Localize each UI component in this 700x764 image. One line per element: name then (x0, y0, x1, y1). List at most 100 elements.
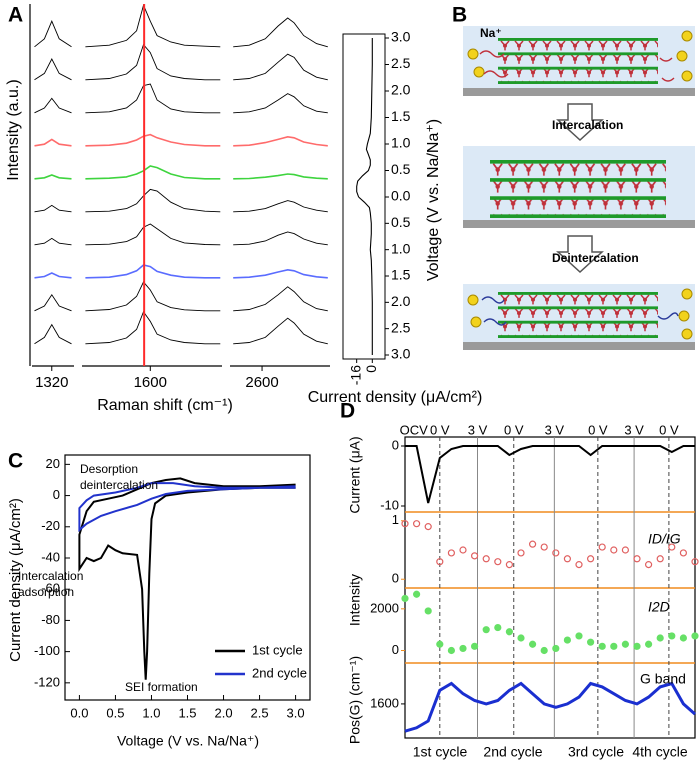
step-label: Deintercalation (552, 251, 639, 265)
y-tick-label: -100 (34, 643, 60, 658)
scatter-point (471, 642, 479, 650)
series-label: ID/IG (648, 531, 681, 547)
y-tick-label: 2.5 (391, 55, 411, 71)
x-tick-label: 0 (363, 365, 379, 373)
series-line (404, 681, 696, 733)
y-tick-label: 2.0 (391, 82, 411, 98)
y-tick-label: 0 (392, 437, 399, 452)
spectrum (34, 83, 328, 114)
spectrum (34, 223, 328, 246)
scatter-point (494, 623, 502, 632)
scatter-point (424, 523, 432, 531)
y-axis-title: Intensity (347, 574, 363, 626)
y-axis-title: Pos(G) (cm⁻¹) (347, 656, 363, 744)
x-axis-title: Raman shift (cm⁻¹) (97, 397, 233, 414)
scatter-point (401, 594, 409, 603)
y-tick-label: 3.0 (391, 346, 411, 362)
scatter-point (668, 632, 676, 640)
y-tick-label: -40 (41, 549, 60, 564)
y-tick-label: 1 (392, 512, 399, 527)
annotation: adsorption (18, 585, 74, 599)
legend-label: 1st cycle (252, 642, 303, 657)
scatter-point (471, 552, 479, 560)
event-label: 3 V (545, 422, 565, 437)
ion (678, 310, 690, 322)
graphene-layers (498, 292, 658, 338)
scatter-point (482, 555, 490, 563)
y-tick-label: -20 (41, 518, 60, 533)
ion (681, 288, 693, 300)
spectrum (34, 310, 328, 345)
event-label: 0 V (588, 422, 608, 437)
scatter-point (447, 549, 455, 557)
spectrum (34, 165, 328, 180)
scatter-point (424, 607, 432, 615)
y-axis-title: Current density (μA/cm²) (7, 498, 24, 662)
y-tick-label: -10 (380, 497, 399, 512)
event-label: 3 V (624, 422, 644, 437)
cycle-label: 3rd cycle (568, 744, 624, 760)
x-tick-label: 0.5 (106, 705, 124, 720)
y-tick-label: -120 (34, 674, 60, 689)
x-tick-label: -16 (347, 365, 363, 385)
cv-curve (78, 482, 296, 533)
ion (470, 316, 482, 328)
y-tick-label: 1600 (370, 695, 399, 710)
scatter-point (679, 549, 688, 557)
scatter-point (517, 634, 525, 642)
arrow (556, 235, 604, 274)
y-tick-label: 0.5 (391, 161, 411, 177)
scatter-point (447, 646, 455, 655)
y-tick-label: 0.0 (391, 188, 411, 204)
scatter-point (621, 546, 630, 554)
x-tick-label: 1.0 (142, 705, 160, 720)
y-axis-title: Voltage (V vs. Na/Na⁺) (425, 119, 442, 281)
current-profile (358, 196, 373, 355)
scatter-point (598, 642, 606, 650)
cycle-label: 1st cycle (413, 744, 468, 760)
series-line (405, 445, 695, 504)
panel-letter: B (452, 4, 467, 27)
y-tick-label: 0 (392, 642, 399, 657)
scatter-point (633, 642, 641, 650)
event-label: 0 V (659, 422, 679, 437)
y-tick-label: 2.5 (391, 319, 411, 335)
spectrum (34, 43, 328, 81)
scatter-point (575, 632, 583, 640)
current-profile (356, 38, 373, 198)
y-tick-label: 1.0 (391, 135, 411, 151)
x-tick-label: 1320 (35, 374, 68, 391)
ion-tail (479, 50, 675, 82)
ion (473, 66, 485, 78)
scatter-point (691, 632, 699, 640)
scatter-point (552, 549, 560, 557)
legend-label: 2nd cycle (252, 665, 307, 680)
scatter-point (563, 555, 572, 563)
x-tick-label: 1.5 (178, 705, 196, 720)
scatter-point (644, 640, 653, 648)
schematic: Na⁺ Intercalation Deintercalation (463, 26, 695, 350)
y-tick-label: 3.0 (391, 29, 411, 45)
y-axis-title: Current (μA) (347, 436, 363, 513)
y-tick-label: -60 (41, 581, 60, 596)
scatter-point (621, 640, 630, 648)
x-tick-label: 2.0 (214, 705, 232, 720)
y-tick-label: 1.5 (391, 108, 411, 124)
substrate (463, 88, 695, 96)
y-tick-label: 0 (53, 487, 60, 502)
scatter-point (586, 638, 595, 646)
ion (467, 294, 479, 306)
ion (676, 50, 688, 62)
scatter-point (633, 555, 641, 563)
spectrum (34, 264, 328, 279)
spectrum (34, 133, 328, 147)
x-tick-label: 2.5 (251, 705, 269, 720)
x-axis-title: Current density (μA/cm²) (308, 389, 483, 406)
scatter-point (598, 543, 606, 551)
x-tick-label: 0.0 (70, 705, 88, 720)
panel-letter: D (340, 400, 355, 423)
spectrum (34, 281, 328, 312)
x-axis-title: Voltage (V vs. Na/Na⁺) (117, 733, 259, 749)
scatter-point (540, 543, 548, 551)
cv-curve (78, 477, 296, 680)
